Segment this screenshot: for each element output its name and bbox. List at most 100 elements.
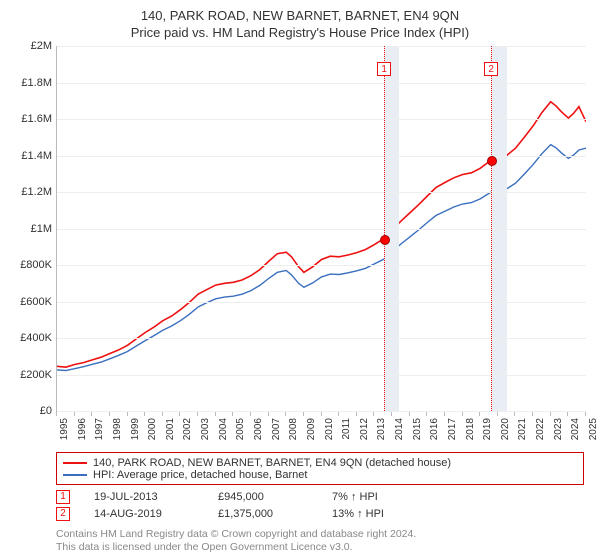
gridline	[57, 192, 586, 193]
sale-marker-line	[491, 46, 492, 411]
data-disclaimer: Contains HM Land Registry data © Crown c…	[56, 528, 592, 554]
legend-swatch-hpi	[63, 474, 87, 476]
page-title-subtitle: Price paid vs. HM Land Registry's House …	[8, 25, 592, 40]
y-axis-label: £400K	[8, 332, 52, 344]
sale-record: 1 19-JUL-2013 £945,000 7% ↑ HPI	[56, 490, 592, 504]
x-axis-label: 2005	[235, 418, 246, 440]
price-hpi-chart: 1 2 £0 £200K £400K £600K £800K £1M £1.2M £1.4M £1…	[8, 44, 592, 448]
x-tick	[514, 412, 515, 416]
x-tick	[585, 412, 586, 416]
y-axis-label: £0	[8, 405, 52, 417]
legend-label-hpi: HPI: Average price, detached house, Barn…	[93, 469, 307, 481]
x-tick	[179, 412, 180, 416]
x-axis-label: 2006	[253, 418, 264, 440]
x-axis-label: 2010	[324, 418, 335, 440]
x-tick	[162, 412, 163, 416]
gridline	[57, 265, 586, 266]
gridline	[57, 119, 586, 120]
x-axis-label: 2017	[447, 418, 458, 440]
x-axis-label: 2016	[429, 418, 440, 440]
x-axis-label: 2011	[341, 418, 352, 440]
x-axis-label: 2020	[500, 418, 511, 440]
x-axis-label: 2004	[218, 418, 229, 440]
x-axis-label: 2014	[394, 418, 405, 440]
sale-hpi-delta: 7% ↑ HPI	[332, 491, 378, 503]
sale-price: £1,375,000	[218, 508, 308, 520]
x-axis-label: 2015	[412, 418, 423, 440]
sale-marker-box: 1	[377, 62, 391, 76]
x-tick	[391, 412, 392, 416]
y-axis-label: £200K	[8, 369, 52, 381]
x-tick	[373, 412, 374, 416]
series-price_paid	[57, 102, 586, 368]
gridline	[57, 302, 586, 303]
x-axis-label: 2001	[165, 418, 176, 440]
page-title-address: 140, PARK ROAD, NEW BARNET, BARNET, EN4 …	[8, 8, 592, 23]
sale-date: 19-JUL-2013	[94, 491, 194, 503]
x-tick	[356, 412, 357, 416]
sale-marker-box: 2	[484, 62, 498, 76]
x-tick	[338, 412, 339, 416]
x-tick	[215, 412, 216, 416]
x-axis-label: 2002	[182, 418, 193, 440]
gridline	[57, 229, 586, 230]
x-tick	[285, 412, 286, 416]
legend-label-price-paid: 140, PARK ROAD, NEW BARNET, BARNET, EN4 …	[93, 457, 451, 469]
gridline	[57, 338, 586, 339]
x-tick	[567, 412, 568, 416]
x-axis-label: 2022	[535, 418, 546, 440]
x-axis-label: 2009	[306, 418, 317, 440]
x-axis-label: 2013	[376, 418, 387, 440]
x-axis-label: 2021	[517, 418, 528, 440]
gridline	[57, 156, 586, 157]
x-tick	[550, 412, 551, 416]
x-axis-label: 2019	[482, 418, 493, 440]
x-tick	[56, 412, 57, 416]
sale-dot	[380, 235, 390, 245]
x-axis-label: 1997	[94, 418, 105, 440]
gridline	[57, 46, 586, 47]
x-axis-label: 1998	[112, 418, 123, 440]
y-axis-label: £1.4M	[8, 150, 52, 162]
x-axis-label: 1995	[59, 418, 70, 440]
sale-number-box: 1	[56, 490, 70, 504]
x-axis-label: 2007	[271, 418, 282, 440]
gridline	[57, 411, 586, 412]
x-tick	[409, 412, 410, 416]
x-tick	[268, 412, 269, 416]
legend-swatch-price-paid	[63, 462, 87, 464]
y-axis-label: £600K	[8, 296, 52, 308]
chart-legend: 140, PARK ROAD, NEW BARNET, BARNET, EN4 …	[56, 452, 584, 485]
x-axis-label: 2025	[588, 418, 599, 440]
x-axis-label: 2003	[200, 418, 211, 440]
x-tick	[444, 412, 445, 416]
x-tick	[144, 412, 145, 416]
sale-record: 2 14-AUG-2019 £1,375,000 13% ↑ HPI	[56, 507, 592, 521]
sale-price: £945,000	[218, 491, 308, 503]
sale-hpi-delta: 13% ↑ HPI	[332, 508, 384, 520]
x-axis-label: 2012	[359, 418, 370, 440]
y-axis-label: £800K	[8, 259, 52, 271]
y-axis-label: £1.6M	[8, 113, 52, 125]
x-tick	[426, 412, 427, 416]
series-hpi	[57, 145, 586, 371]
sale-date: 14-AUG-2019	[94, 508, 194, 520]
x-tick	[250, 412, 251, 416]
sale-marker-line	[384, 46, 385, 411]
y-axis-label: £1.8M	[8, 77, 52, 89]
x-tick	[74, 412, 75, 416]
disclaimer-line: This data is licensed under the Open Gov…	[56, 541, 592, 554]
x-tick	[532, 412, 533, 416]
x-axis-label: 2024	[570, 418, 581, 440]
x-axis-label: 2023	[553, 418, 564, 440]
x-tick	[303, 412, 304, 416]
x-tick	[321, 412, 322, 416]
x-tick	[127, 412, 128, 416]
y-axis-label: £2M	[8, 40, 52, 52]
y-axis-label: £1.2M	[8, 186, 52, 198]
y-axis-label: £1M	[8, 223, 52, 235]
x-axis-label: 2000	[147, 418, 158, 440]
x-tick	[462, 412, 463, 416]
x-tick	[91, 412, 92, 416]
x-tick	[479, 412, 480, 416]
